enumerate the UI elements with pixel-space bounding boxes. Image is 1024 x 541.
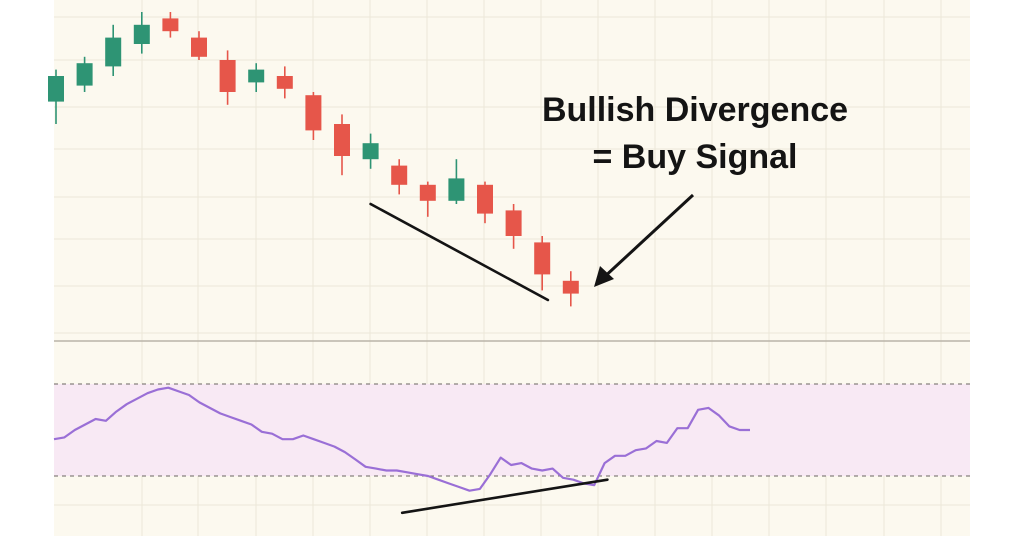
candle-body-4 (162, 18, 179, 32)
candle-body-8 (276, 76, 293, 89)
candle-5 (191, 31, 207, 60)
candle-6 (219, 50, 236, 105)
candle-body-11 (362, 143, 379, 160)
candle-body-12 (391, 165, 408, 185)
candle-9 (305, 92, 322, 140)
annotation: Bullish Divergence = Buy Signal (542, 91, 848, 287)
candle-body-1 (76, 63, 93, 86)
candle-body-18 (562, 280, 579, 294)
annotation-title-line2: = Buy Signal (593, 138, 798, 176)
candle-body-14 (448, 178, 465, 201)
candle-14 (448, 159, 465, 204)
oscillator-band (54, 383, 970, 477)
candle-body-13 (419, 184, 436, 201)
candle-0 (48, 69, 64, 124)
candle-17 (534, 236, 551, 291)
candle-4 (162, 12, 179, 38)
candle-body-9 (305, 95, 322, 131)
candle-16 (505, 204, 522, 249)
candle-1 (76, 56, 93, 92)
candle-15 (477, 181, 493, 224)
annotation-arrow (599, 193, 695, 282)
candle-10 (334, 114, 350, 176)
candle-body-3 (133, 24, 150, 44)
divergence-trendlines (369, 202, 609, 515)
oscillator-line (53, 386, 750, 492)
candlestick-series (48, 12, 579, 307)
candle-body-7 (248, 69, 265, 83)
annotation-arrow-head (594, 266, 614, 287)
candle-2 (105, 24, 122, 76)
candle-3 (133, 12, 150, 54)
candle-body-5 (191, 37, 207, 57)
annotation-title-line1: Bullish Divergence (542, 91, 848, 129)
candle-18 (562, 271, 579, 307)
candle-13 (419, 181, 436, 217)
candle-11 (362, 133, 379, 169)
candle-body-6 (219, 60, 236, 92)
candle-body-16 (505, 210, 522, 236)
oscillator-zone (54, 384, 970, 476)
oscillator-series (53, 386, 750, 492)
candle-12 (391, 159, 408, 195)
candle-body-15 (477, 184, 493, 214)
oscillator-divergence-trendline (400, 478, 609, 515)
candle-7 (248, 63, 265, 92)
price-divergence-trendline (369, 202, 550, 302)
candle-body-17 (534, 242, 551, 275)
candle-8 (276, 66, 293, 99)
candle-body-10 (334, 124, 350, 156)
candle-body-0 (48, 76, 64, 102)
candle-body-2 (105, 37, 122, 67)
